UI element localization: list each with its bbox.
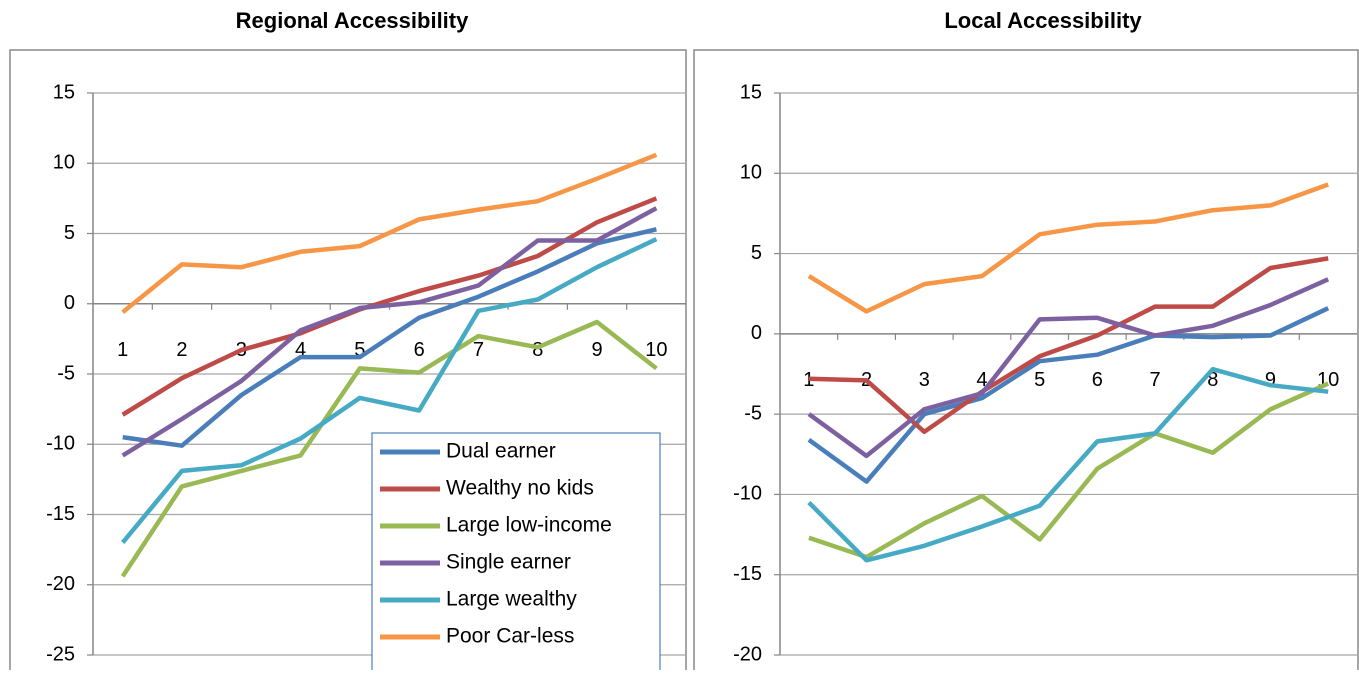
y-tick-label: -15 (46, 503, 75, 525)
series-line (807, 366, 1329, 563)
chart-frame (9, 49, 687, 675)
x-tick-label: 7 (473, 339, 484, 361)
y-tick-label: 15 (740, 81, 762, 103)
x-tick-label: 1 (803, 369, 814, 391)
y-tick-label: 10 (53, 152, 75, 174)
chart-title: Local Accessibility (944, 8, 1142, 33)
x-tick-label: 2 (176, 339, 187, 361)
x-tick-label: 6 (414, 339, 425, 361)
legend-box (371, 432, 661, 674)
y-tick-label: -25 (46, 643, 75, 665)
chart-title: Regional Accessibility (236, 8, 469, 33)
y-tick-label: -5 (57, 362, 75, 384)
y-tick-label: -10 (733, 483, 762, 505)
y-tick-label: 15 (53, 81, 75, 103)
y-tick-label: -15 (733, 563, 762, 585)
x-tick-label: 9 (591, 339, 602, 361)
legend-label: Single earner (446, 551, 571, 574)
series-line (807, 182, 1329, 314)
series-line (121, 152, 658, 314)
y-tick-label: 5 (751, 242, 762, 264)
legend-label: Large wealthy (446, 588, 577, 611)
y-tick-label: 0 (64, 292, 75, 314)
x-tick-label: 3 (919, 369, 930, 391)
series-line (808, 256, 1329, 435)
x-tick-label: 6 (1092, 369, 1103, 391)
x-tick-label: 10 (645, 339, 667, 361)
x-tick-label: 8 (1207, 369, 1218, 391)
legend-label: Poor Car-less (446, 625, 574, 648)
series-line (120, 319, 658, 578)
y-tick-label: -5 (744, 402, 762, 424)
series-line (121, 206, 658, 458)
x-tick-label: 5 (1034, 369, 1045, 391)
y-tick-label: 10 (740, 162, 762, 184)
series-line (807, 306, 1330, 484)
x-tick-label: 8 (532, 339, 543, 361)
y-tick-label: -20 (733, 643, 762, 665)
series-line (808, 381, 1330, 560)
legend-label: Dual earner (446, 440, 556, 463)
x-tick-label: 1 (117, 339, 128, 361)
x-tick-label: 4 (295, 339, 306, 361)
x-tick-label: 4 (976, 369, 987, 391)
legend-label: Wealthy no kids (446, 477, 594, 500)
y-tick-label: 0 (751, 322, 762, 344)
x-tick-label: 7 (1149, 369, 1160, 391)
legend-label: Large low-income (446, 514, 612, 537)
y-tick-label: -20 (46, 573, 75, 595)
chart-frame (693, 49, 1359, 675)
series-line (122, 227, 657, 448)
x-tick-label: 9 (1265, 369, 1276, 391)
series-line (120, 237, 658, 545)
legend: Dual earner Wealthy no kids Large low-inco… (371, 432, 661, 674)
y-tick-label: -10 (46, 433, 75, 455)
y-tick-label: 5 (64, 222, 75, 244)
series-line (807, 277, 1330, 459)
x-tick-label: 5 (354, 339, 365, 361)
